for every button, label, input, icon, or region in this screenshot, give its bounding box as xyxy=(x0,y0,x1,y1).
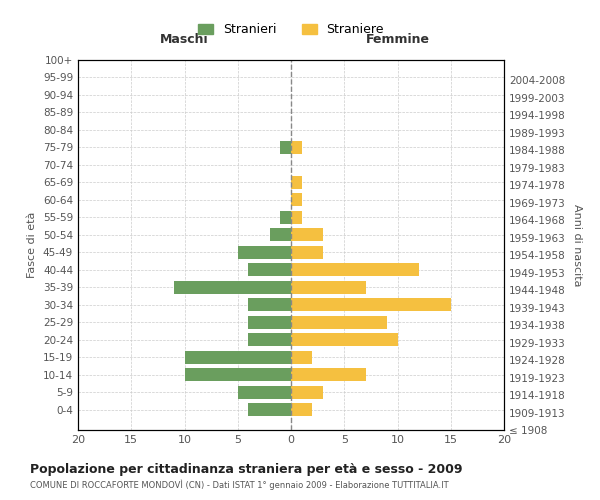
Bar xyxy=(185,368,291,382)
Bar xyxy=(291,298,451,312)
Legend: Stranieri, Straniere: Stranieri, Straniere xyxy=(193,18,389,41)
Y-axis label: Fasce di età: Fasce di età xyxy=(28,212,37,278)
Bar xyxy=(291,333,398,346)
Bar xyxy=(291,403,313,416)
Bar xyxy=(270,228,291,241)
Y-axis label: Anni di nascita: Anni di nascita xyxy=(572,204,582,286)
Bar xyxy=(291,176,302,189)
Bar xyxy=(291,386,323,398)
Bar xyxy=(291,211,302,224)
Bar xyxy=(248,316,291,329)
Bar xyxy=(291,316,387,329)
Bar xyxy=(291,263,419,276)
Bar xyxy=(280,141,291,154)
Bar xyxy=(291,368,365,382)
Bar xyxy=(185,350,291,364)
Text: Maschi: Maschi xyxy=(160,33,209,46)
Bar xyxy=(248,298,291,312)
Bar xyxy=(291,246,323,259)
Bar xyxy=(291,141,302,154)
Bar xyxy=(238,386,291,398)
Bar xyxy=(248,263,291,276)
Bar xyxy=(291,228,323,241)
Bar xyxy=(238,246,291,259)
Text: Femmine: Femmine xyxy=(365,33,430,46)
Bar xyxy=(174,280,291,294)
Bar xyxy=(280,211,291,224)
Text: Popolazione per cittadinanza straniera per età e sesso - 2009: Popolazione per cittadinanza straniera p… xyxy=(30,462,463,475)
Text: COMUNE DI ROCCAFORTE MONDOVÌ (CN) - Dati ISTAT 1° gennaio 2009 - Elaborazione TU: COMUNE DI ROCCAFORTE MONDOVÌ (CN) - Dati… xyxy=(30,480,449,490)
Bar xyxy=(291,280,365,294)
Bar xyxy=(291,350,313,364)
Bar xyxy=(291,194,302,206)
Bar xyxy=(248,403,291,416)
Bar xyxy=(248,333,291,346)
